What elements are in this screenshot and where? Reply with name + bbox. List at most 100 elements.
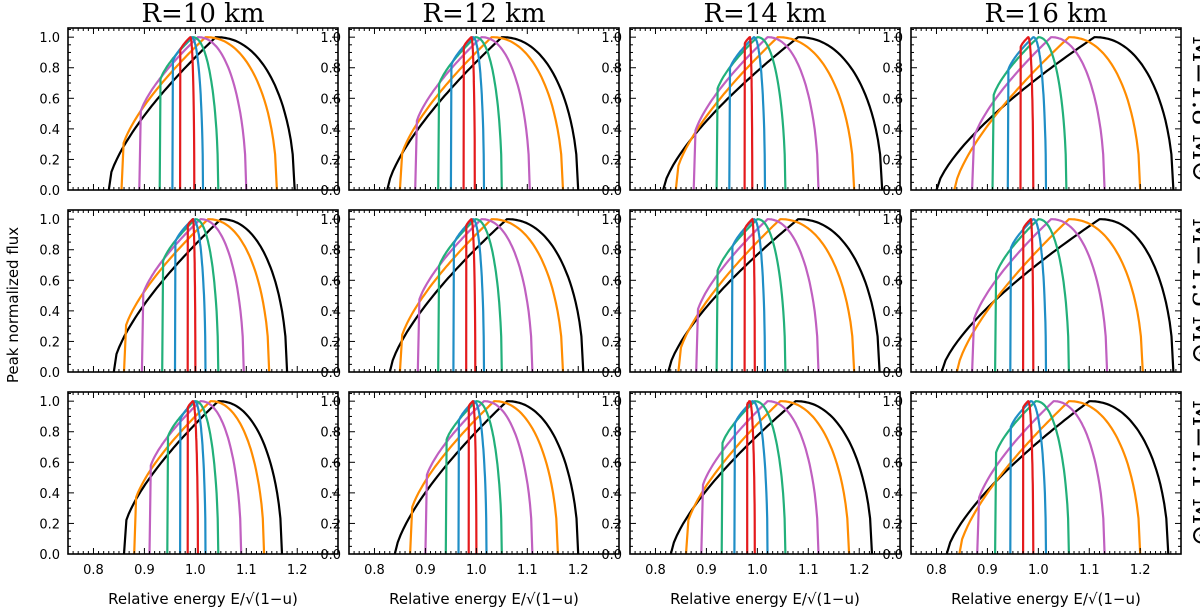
y-tick-label: 0.8 <box>320 426 341 441</box>
series-line-4 <box>424 400 534 554</box>
y-tick-label: 0.4 <box>882 305 903 320</box>
axes-frame <box>348 209 620 373</box>
panel-r2-c0: 0.0 0.2 0.4 0.6 0.8 1.0 0.8 0.9 1.0 1.1 1.2 Relativ… <box>39 391 339 608</box>
y-tick-label: 0.4 <box>882 487 903 502</box>
series-line-6 <box>393 400 580 554</box>
y-tick-label: 1.0 <box>882 31 903 46</box>
y-tick-label: 0.2 <box>601 153 622 168</box>
series-line-1 <box>462 36 476 190</box>
series-line-1 <box>186 218 197 372</box>
series-line-4 <box>138 36 248 190</box>
y-tick-label: 0.8 <box>39 62 60 77</box>
ticks <box>348 28 620 191</box>
series-line-5 <box>133 400 266 554</box>
y-tick-label: 0.4 <box>320 123 341 138</box>
x-tick-label: 1.1 <box>798 563 819 578</box>
axes-frame <box>67 27 339 191</box>
panel-r2-c1: 0.0 0.2 0.4 0.6 0.8 1.0 0.8 0.9 1.0 1.1 1.2 Relativ… <box>320 391 620 608</box>
series-line-6 <box>667 218 881 372</box>
series-line-4 <box>148 400 243 554</box>
series-line-5 <box>122 218 271 372</box>
series-line-5 <box>409 400 559 554</box>
panel-r0-c1: 0.0 0.2 0.4 0.6 0.8 1.0 R=12 km <box>320 0 620 199</box>
axes-frame <box>348 27 620 191</box>
row-title: M=1.5 M⊙ <box>1186 218 1200 364</box>
series-line-2 <box>449 36 486 190</box>
y-tick-label: 0.2 <box>320 517 341 532</box>
y-tick-label: 0.2 <box>882 517 903 532</box>
series-line-3 <box>444 400 503 554</box>
series-line-6 <box>669 400 874 554</box>
y-tick-label: 0.2 <box>39 335 60 350</box>
y-tick-label: 0.8 <box>882 62 903 77</box>
x-tick-label: 1.0 <box>747 563 768 578</box>
y-tick-label: 0.0 <box>601 184 622 199</box>
y-tick-label: 0.2 <box>882 335 903 350</box>
series-line-2 <box>452 218 486 372</box>
series-line-2 <box>171 36 205 190</box>
column-title: R=14 km <box>703 0 826 29</box>
series-line-2 <box>1006 36 1048 190</box>
x-axis-label: Relative energy E/√(1−u) <box>670 590 860 608</box>
y-tick-label: 0.4 <box>601 123 622 138</box>
series-line-6 <box>935 36 1175 190</box>
x-tick-label: 0.9 <box>977 563 998 578</box>
series-line-5 <box>398 36 565 190</box>
series-line-1 <box>743 217 756 372</box>
ticks <box>910 210 1182 373</box>
ticks <box>910 28 1182 191</box>
x-tick-label: 1.2 <box>1130 563 1151 578</box>
series-line-3 <box>715 218 787 372</box>
series-line-1 <box>467 400 478 554</box>
y-tick-label: 1.0 <box>601 395 622 410</box>
axes-frame <box>629 209 901 373</box>
y-tick-label: 0.8 <box>882 426 903 441</box>
y-tick-label: 0.0 <box>882 366 903 381</box>
x-tick-label: 1.2 <box>568 563 589 578</box>
y-tick-label: 0.6 <box>601 274 622 289</box>
x-axis-label: Relative energy E/√(1−u) <box>951 590 1141 608</box>
series-line-1 <box>186 400 199 554</box>
panel-r1-c2: 0.0 0.2 0.4 0.6 0.8 1.0 <box>601 209 901 381</box>
x-tick-label: 1.0 <box>466 563 487 578</box>
ticks <box>67 392 339 555</box>
ticks <box>910 392 1182 555</box>
series-line-4 <box>971 36 1106 190</box>
y-tick-label: 0.0 <box>320 366 341 381</box>
y-tick-label: 1.0 <box>601 213 622 228</box>
ticks <box>348 392 620 555</box>
y-tick-label: 0.0 <box>601 548 622 563</box>
series-line-4 <box>414 36 531 190</box>
series-line-2 <box>1009 400 1048 554</box>
y-tick-label: 0.8 <box>601 62 622 77</box>
y-tick-label: 1.0 <box>601 31 622 46</box>
series-line-3 <box>994 218 1070 372</box>
x-tick-label: 0.8 <box>645 563 666 578</box>
ticks <box>67 28 339 191</box>
series-line-6 <box>662 36 884 190</box>
axes-frame <box>629 27 901 191</box>
series-line-1 <box>1022 218 1035 372</box>
y-tick-label: 0.6 <box>882 456 903 471</box>
y-tick-label: 0.2 <box>882 153 903 168</box>
y-tick-label: 1.0 <box>39 31 60 46</box>
y-tick-label: 0.2 <box>39 517 60 532</box>
series-line-5 <box>674 36 856 190</box>
series-line-1 <box>179 36 196 190</box>
series-line-2 <box>1009 218 1048 372</box>
y-tick-label: 0.6 <box>320 456 341 471</box>
y-tick-label: 1.0 <box>320 31 341 46</box>
y-tick-label: 0.2 <box>601 335 622 350</box>
axes-frame <box>67 391 339 555</box>
y-tick-label: 0.6 <box>601 456 622 471</box>
series-line-6 <box>940 218 1175 372</box>
y-tick-label: 0.8 <box>601 244 622 259</box>
y-tick-label: 1.0 <box>39 395 60 410</box>
y-tick-label: 0.6 <box>882 92 903 107</box>
series-line-3 <box>166 400 220 554</box>
series-line-5 <box>120 36 278 190</box>
y-tick-label: 0.0 <box>39 366 60 381</box>
y-tick-label: 0.8 <box>39 244 60 259</box>
series-line-2 <box>730 218 767 372</box>
ticks <box>348 210 620 373</box>
